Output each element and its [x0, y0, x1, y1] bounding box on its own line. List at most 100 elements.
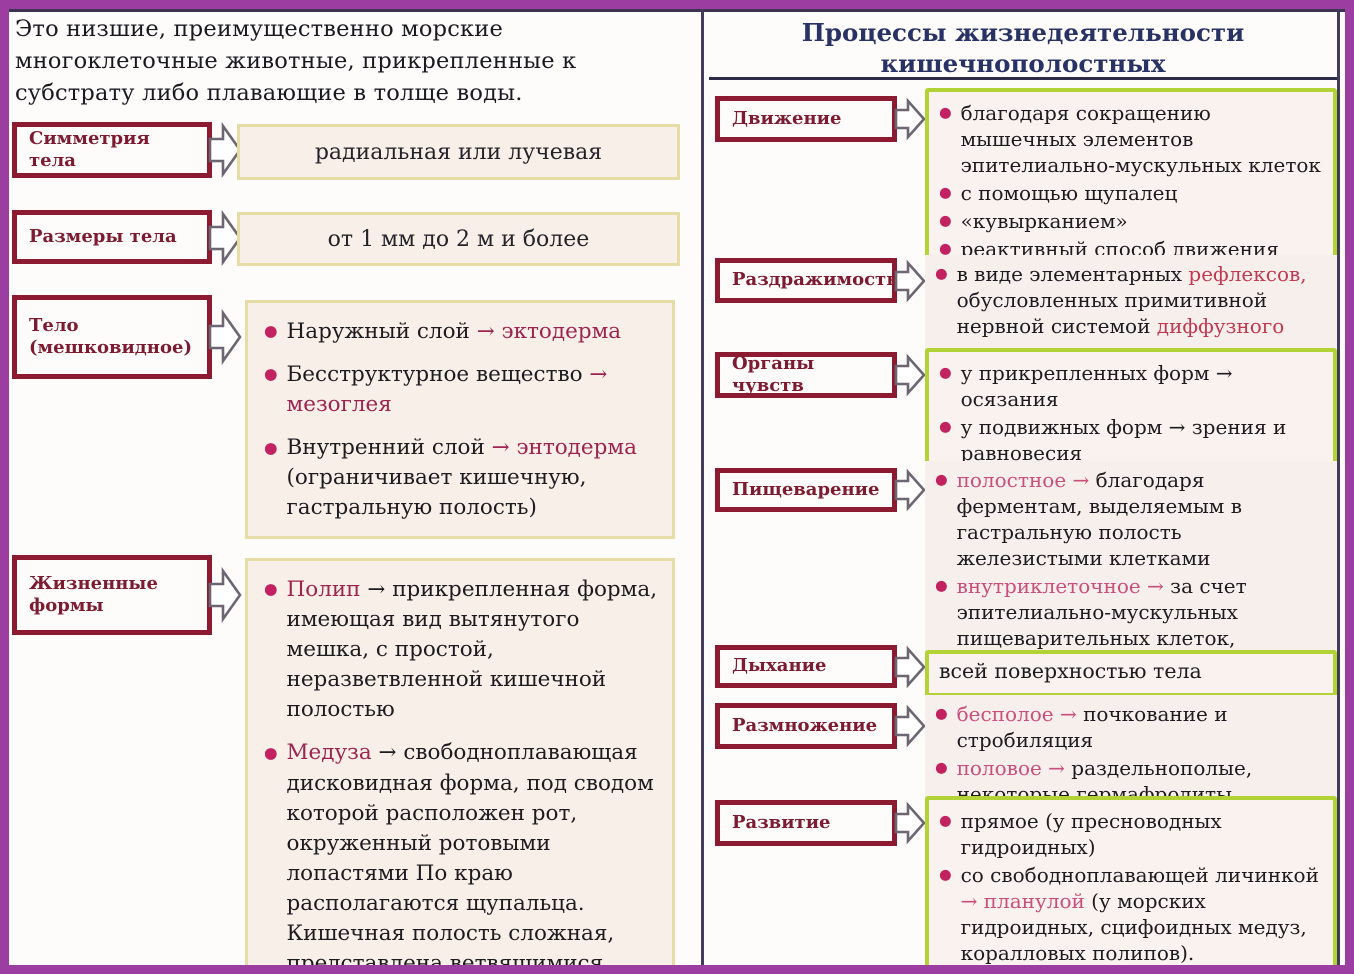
bullet-item: ● Внутренний слой → энтодерма (ограничива…: [264, 433, 662, 523]
text-segment: благодаря ферментам, выделяемым в гастра…: [956, 468, 1242, 570]
right-rule: [1337, 9, 1340, 965]
bullet-dot: ●: [939, 241, 952, 258]
bullet-dot: ●: [264, 580, 278, 599]
text-segment: рефлексов,: [1188, 262, 1307, 286]
label-text: Дыхание: [732, 655, 827, 677]
label-razdrazhimost: Раздражимость: [715, 258, 899, 303]
text-segment: (ограничивает кишечную, гастральную поло…: [286, 465, 587, 521]
bullet-item: ● прямое (у пресноводных гидроидных): [939, 808, 1325, 860]
title-line-1: Процессы жизнедеятельности: [801, 18, 1245, 47]
text-segment: (у морских гидроидных, сцифоидных медуз,…: [960, 889, 1307, 965]
text-segment: полостное →: [956, 468, 1096, 492]
bullet-item: ● полостное → благодаря ферментам, выделя…: [935, 467, 1329, 571]
bullet-dot: ●: [935, 706, 948, 723]
bullet-dot: ●: [939, 419, 952, 436]
text-segment: → эктодерма: [476, 319, 622, 344]
label-text: Размеры тела: [29, 225, 177, 247]
title-line-2: кишечнополостных: [880, 48, 1166, 78]
top-rule: [9, 9, 1345, 12]
label-pishchevarenie: Пищеварение: [715, 468, 897, 512]
bullet-dot: ●: [264, 365, 278, 384]
label-text: Развитие: [732, 811, 831, 833]
bullet-dot: ●: [935, 472, 948, 489]
bullet-text: благодаря сокращению мышечных элементов …: [961, 100, 1325, 178]
label-simmetriya-tela: Симметрия тела: [12, 122, 212, 178]
text-segment: обусловленных примитивной нервной систем…: [956, 288, 1268, 338]
label-telo: Тело (мешковидное): [12, 295, 212, 379]
text-segment: прямое (у пресноводных гидроидных): [960, 809, 1222, 859]
bullet-dot: ●: [939, 213, 952, 230]
arrow-icon: [894, 353, 926, 397]
content-dvizhenie: ● благодаря сокращению мышечных элементов…: [925, 88, 1337, 276]
bullet-text: Бесструктурное вещество → мезоглея: [287, 360, 663, 420]
bullet-item: ● у подвижных форм → зрения и равновесия: [939, 414, 1325, 466]
label-razmnozhenie: Размножение: [715, 703, 897, 749]
text-segment: Бесструктурное вещество: [286, 362, 590, 388]
content-dykhanie: всей поверхностью тела: [925, 650, 1337, 697]
bullet-text: со свободноплавающей личинкой → планулой…: [960, 862, 1325, 965]
text-segment: с помощью щупалец: [960, 181, 1178, 205]
bullet-dot: ●: [939, 105, 952, 122]
bullet-dot: ●: [935, 266, 948, 283]
text-segment: у подвижных форм → зрения и равновесия: [960, 415, 1287, 465]
text-segment: → свободноплавающая дисковидная форма, п…: [286, 740, 654, 974]
label-zhiznennye-formy: Жизненные формы: [12, 555, 212, 635]
arrow-icon: [894, 801, 926, 845]
label-text: Размножение: [732, 714, 878, 736]
label-text: Движение: [732, 107, 842, 129]
text-segment: Внутренний слой: [286, 435, 492, 461]
arrow-icon: [208, 308, 242, 366]
bullet-text: Полип → прикрепленная форма, имеющая вид…: [287, 575, 663, 725]
text-segment: → мезоглея: [286, 362, 608, 418]
bullet-text: бесполое → почкование и стробиляция: [957, 701, 1329, 753]
label-text: Органы чувств: [732, 352, 815, 397]
bullet-text: полостное → благодаря ферментам, выделяе…: [957, 467, 1329, 571]
bullet-item: ● Наружный слой → эктодерма: [264, 317, 662, 347]
arrow-icon: [894, 704, 926, 748]
bullet-item: ● в виде элементарных рефлексов, обусловл…: [935, 261, 1329, 365]
bullet-item: ● Бесструктурное вещество → мезоглея: [264, 360, 662, 420]
bullet-dot: ●: [264, 322, 278, 341]
text-segment: Полип: [286, 577, 361, 602]
label-text: Пищеварение: [732, 478, 880, 500]
bullet-item: ● Полип → прикрепленная форма, имеющая ви…: [264, 575, 662, 725]
label-dykhanie: Дыхание: [715, 645, 897, 688]
right-column-title: Процессы жизнедеятельности кишечнополост…: [709, 18, 1337, 79]
content-zhiznennye-formy: ● Полип → прикрепленная форма, имеющая ви…: [245, 558, 675, 974]
arrow-icon: [208, 121, 242, 179]
bullet-text: с помощью щупалец: [961, 180, 1178, 206]
label-organy-chuvstv: Органы чувств: [715, 352, 897, 398]
bullet-item: ● Медуза → свободноплавающая дисковидная …: [264, 738, 662, 974]
content-simmetriya: радиальная или лучевая: [237, 124, 680, 180]
label-razvitie: Развитие: [715, 800, 897, 846]
arrow-icon: [894, 97, 926, 141]
bullet-dot: ●: [935, 760, 948, 777]
bullet-item: ● бесполое → почкование и стробиляция: [935, 701, 1329, 753]
bullet-item: ● у прикрепленных форм → осязания: [939, 360, 1325, 412]
label-razmery-tela: Размеры тела: [12, 210, 212, 264]
bullet-dot: ●: [264, 438, 278, 457]
intro-text: Это низшие, преимущественно морские мног…: [15, 16, 577, 106]
bullet-text: Внутренний слой → энтодерма (ограничивае…: [287, 433, 663, 523]
content-telo: ● Наружный слой → эктодерма ● Бесструктурно…: [245, 300, 675, 539]
bullet-text: Наружный слой → эктодерма: [287, 317, 622, 347]
label-text: Раздражимость: [732, 269, 899, 291]
content-razmery: от 1 мм до 2 м и более: [237, 212, 680, 266]
bullet-dot: ●: [935, 578, 948, 595]
bullet-item: ● «кувырканием»: [939, 208, 1325, 234]
bullet-text: прямое (у пресноводных гидроидных): [961, 808, 1325, 860]
text-segment: → прикрепленная форма, имеющая вид вытян…: [286, 577, 658, 723]
content-razmnozhenie: ● бесполое → почкование и стробиляция ● пол…: [925, 695, 1337, 815]
arrow-icon: [894, 259, 926, 303]
bullet-item: ● благодаря сокращению мышечных элементов…: [939, 100, 1325, 178]
text-segment: Наружный слой: [286, 319, 477, 344]
content-razvitie: ● прямое (у пресноводных гидроидных) ● со с…: [925, 796, 1337, 965]
bullet-item: ● со свободноплавающей личинкой → плануло…: [939, 862, 1325, 965]
text-segment: «кувырканием»: [960, 209, 1128, 233]
text-segment: благодаря сокращению мышечных элементов …: [960, 101, 1321, 177]
text-segment: у прикрепленных форм → осязания: [960, 361, 1233, 411]
bullet-dot: ●: [939, 185, 952, 202]
text-segment: внутриклеточное →: [956, 574, 1171, 598]
text-segment: бесполое →: [956, 702, 1084, 726]
